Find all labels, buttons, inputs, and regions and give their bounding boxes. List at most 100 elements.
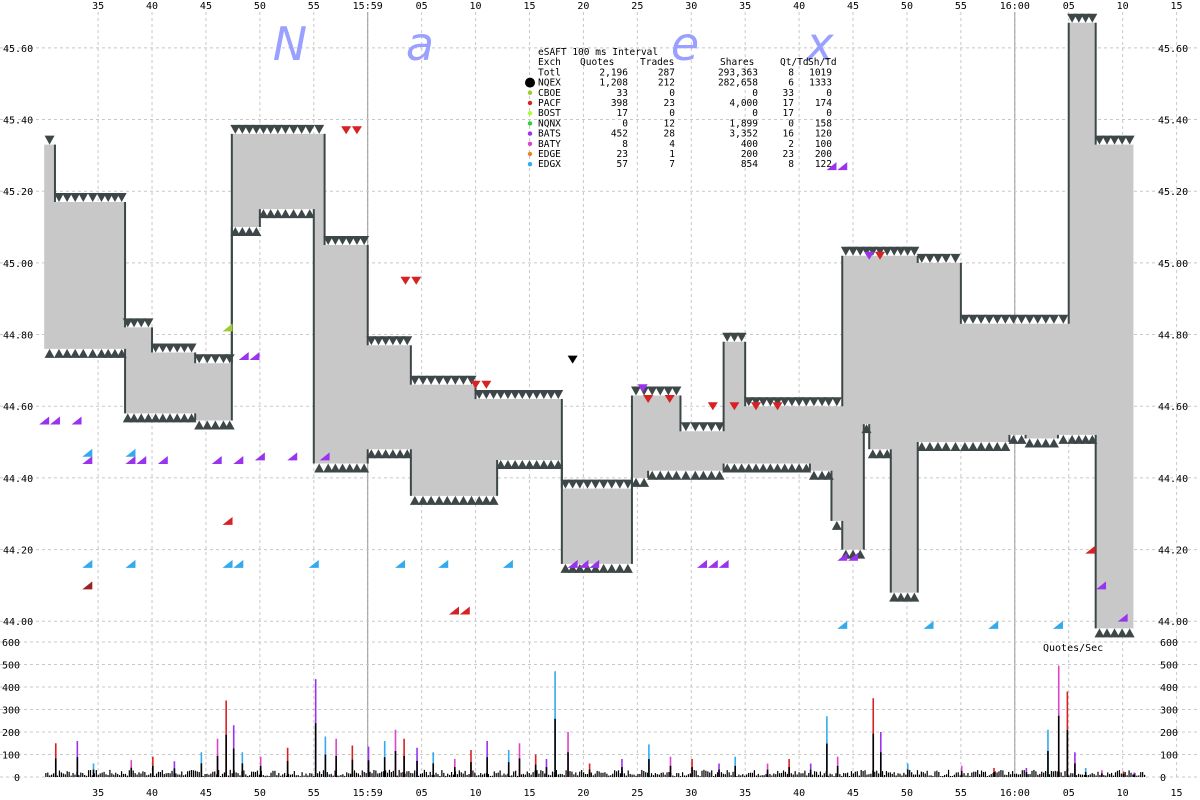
volume-spike-base bbox=[54, 758, 57, 777]
nbbo-ask-marker bbox=[968, 314, 979, 324]
exchange-bid-marker bbox=[125, 455, 136, 464]
exchange-bid-marker bbox=[697, 559, 708, 568]
nbbo-bid-marker bbox=[1008, 434, 1019, 444]
stats-quotes: 17 bbox=[617, 108, 628, 119]
volume-bar bbox=[472, 770, 474, 777]
nbbo-ask-marker bbox=[524, 390, 535, 400]
stats-shares: 400 bbox=[741, 139, 758, 150]
volume-bar bbox=[284, 773, 286, 777]
watermark-letter: a bbox=[406, 17, 434, 71]
stats-quotes: 398 bbox=[611, 98, 628, 109]
volume-bar bbox=[736, 776, 738, 777]
volume-bar bbox=[681, 772, 684, 777]
volume-spike-base bbox=[734, 765, 736, 777]
stats-qt_td: 17 bbox=[783, 108, 794, 119]
nbbo-ask-marker bbox=[560, 479, 571, 489]
volume-bar bbox=[747, 772, 750, 777]
volume-bar bbox=[641, 769, 643, 777]
nbbo-bid-marker bbox=[598, 563, 609, 573]
stats-exchange-swatch bbox=[527, 121, 533, 126]
exchange-ask-marker bbox=[470, 380, 481, 389]
price-tick-label-right: 45.20 bbox=[1158, 187, 1188, 198]
volume-bar bbox=[1126, 775, 1128, 777]
volume-spike-base bbox=[92, 769, 95, 777]
nbbo-bid-marker bbox=[916, 442, 927, 452]
stats-trades: 4 bbox=[669, 139, 675, 150]
volume-bar bbox=[1039, 773, 1041, 777]
nbbo-ask-marker bbox=[244, 124, 255, 134]
nbbo-ask-marker bbox=[402, 336, 413, 346]
nbbo-ask-marker bbox=[179, 343, 190, 353]
volume-bar bbox=[388, 769, 391, 777]
volume-bar bbox=[186, 771, 189, 777]
volume-bar bbox=[726, 770, 728, 777]
volume-bar bbox=[1015, 773, 1018, 777]
volume-bar bbox=[262, 775, 264, 777]
nbbo-ask-marker bbox=[258, 124, 269, 134]
volume-bar bbox=[169, 773, 171, 777]
volume-bar bbox=[619, 773, 622, 777]
volume-bar bbox=[563, 775, 565, 777]
nbbo-bid-marker bbox=[639, 477, 650, 487]
nbbo-ask-marker bbox=[164, 343, 175, 353]
stats-exchange-swatch bbox=[527, 162, 533, 167]
volume-bar bbox=[813, 771, 816, 777]
volume-bar bbox=[544, 773, 546, 777]
volume-bar bbox=[122, 773, 125, 777]
nbbo-bid-marker bbox=[54, 348, 65, 358]
volume-bar bbox=[1072, 773, 1074, 777]
volume-spike-base bbox=[200, 763, 203, 777]
nbbo-bid-marker bbox=[78, 348, 89, 358]
volume-bar bbox=[338, 775, 340, 777]
volume-bar bbox=[565, 770, 567, 777]
nbbo-bid-marker bbox=[932, 442, 943, 452]
nbbo-ask-marker bbox=[474, 390, 485, 400]
exchange-bid-marker bbox=[211, 455, 222, 464]
nbbo-bid-marker bbox=[143, 413, 154, 423]
nbbo-bid-marker bbox=[1067, 434, 1078, 444]
nbbo-ask-marker bbox=[122, 318, 133, 328]
time-tick-label-bottom: 40 bbox=[793, 788, 805, 799]
price-tick-label-right: 45.00 bbox=[1158, 259, 1188, 270]
volume-bar bbox=[243, 770, 245, 777]
volume-bar bbox=[617, 770, 620, 777]
volume-bar bbox=[722, 773, 724, 777]
stats-qt_td: 6 bbox=[788, 78, 794, 89]
volume-bar bbox=[680, 776, 682, 777]
volume-bar bbox=[291, 774, 293, 777]
exchange-ask-marker bbox=[400, 276, 411, 285]
volume-bar bbox=[833, 776, 835, 777]
time-tick-label-top: 15:59 bbox=[353, 1, 383, 12]
nbbo-bid-marker bbox=[344, 463, 355, 473]
volume-bar bbox=[101, 772, 103, 777]
nbbo-bid-marker bbox=[272, 209, 283, 219]
watermark-letter: e bbox=[671, 17, 699, 71]
stats-header: Sh/Td bbox=[808, 57, 837, 68]
price-tick-label-right: 45.60 bbox=[1158, 44, 1188, 55]
volume-bar bbox=[511, 775, 513, 777]
volume-bar bbox=[84, 774, 86, 777]
volume-bar bbox=[629, 773, 631, 777]
nbbo-ask-marker bbox=[288, 124, 299, 134]
volume-bar bbox=[487, 774, 490, 777]
volume-bar bbox=[724, 774, 726, 777]
volume-bar bbox=[753, 770, 756, 777]
nbbo-ask-marker bbox=[172, 343, 183, 353]
stats-quotes: 8 bbox=[622, 139, 628, 150]
volume-bar bbox=[371, 773, 373, 777]
volume-spike-base bbox=[788, 767, 790, 777]
volume-bar bbox=[1041, 771, 1043, 777]
volume-spike-base bbox=[621, 767, 623, 777]
volume-bar bbox=[256, 770, 259, 777]
nbbo-ask-marker bbox=[210, 354, 221, 364]
volume-bar bbox=[1017, 774, 1020, 777]
volume-bar bbox=[332, 775, 334, 777]
nbbo-ask-marker bbox=[488, 390, 499, 400]
volume-bar bbox=[171, 770, 173, 777]
volume-bar bbox=[163, 774, 165, 777]
exchange-bid-marker bbox=[718, 559, 729, 568]
volume-bar bbox=[317, 773, 319, 777]
nbbo-bid-marker bbox=[1094, 628, 1105, 638]
volume-spike-base bbox=[766, 769, 769, 777]
volume-bar bbox=[571, 771, 573, 777]
